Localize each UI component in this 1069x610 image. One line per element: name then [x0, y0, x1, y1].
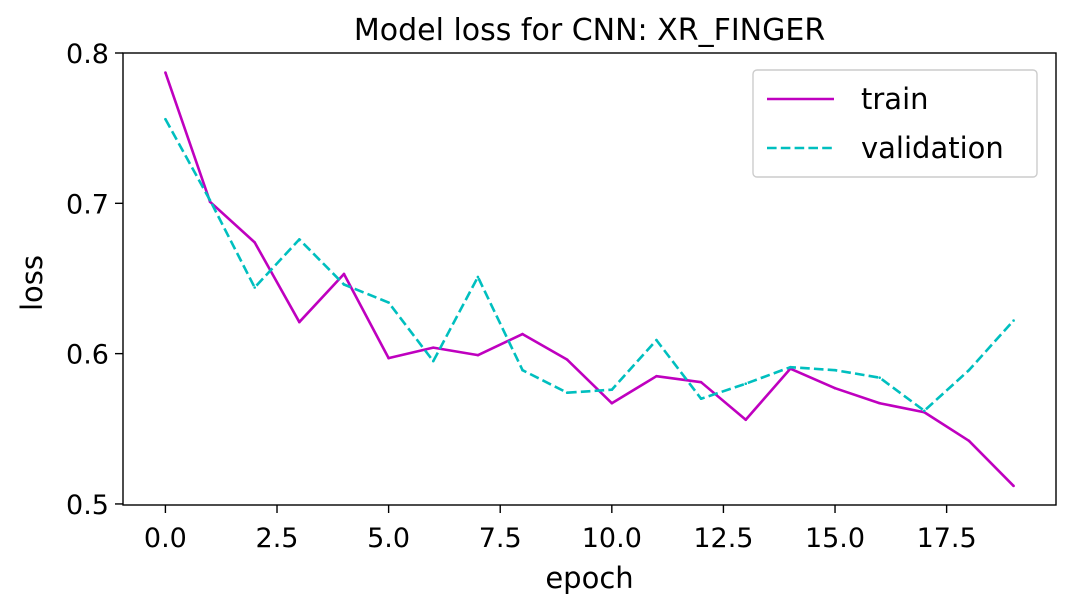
data-point-validation	[699, 397, 703, 401]
data-point-validation	[387, 301, 390, 304]
data-point-validation	[1012, 319, 1015, 322]
x-tick-label-7-5: 7.5	[479, 523, 522, 554]
x-axis: 0.0 2.5 5.0 7.5 10.0 12.5 15.0 17.5	[144, 505, 977, 554]
y-tick-label-0-6: 0.6	[66, 340, 109, 371]
y-axis: 0.5 0.6 0.7 0.8	[66, 39, 123, 521]
data-point-train	[610, 401, 614, 405]
legend: train validation	[752, 69, 1038, 178]
data-point-train	[521, 332, 524, 336]
data-point-validation	[342, 283, 346, 286]
data-point-validation	[208, 199, 212, 202]
data-point-validation	[878, 376, 881, 379]
data-point-validation	[833, 368, 837, 372]
chart-title: Model loss for CNN: XR_FINGER	[354, 13, 825, 48]
plot-area	[122, 52, 1057, 506]
y-tick-label-0-8: 0.8	[66, 39, 109, 70]
data-point-validation	[565, 391, 569, 395]
data-point-validation	[476, 275, 480, 279]
x-axis-label: epoch	[545, 561, 633, 595]
data-point-validation	[655, 338, 658, 342]
data-point-validation	[610, 388, 614, 392]
x-tick-label-12-5: 12.5	[693, 523, 753, 554]
data-point-validation	[521, 368, 524, 372]
y-axis-label: loss	[15, 255, 49, 311]
data-point-train	[342, 272, 346, 276]
y-tick-label-0-7: 0.7	[66, 189, 109, 220]
data-point-validation	[744, 382, 748, 385]
data-point-validation	[789, 365, 792, 369]
plot-frame	[122, 52, 1057, 506]
data-point-train	[744, 418, 748, 422]
data-point-train	[967, 439, 971, 443]
data-point-train	[655, 374, 658, 378]
data-point-train	[298, 320, 301, 324]
x-tick-label-10-0: 10.0	[582, 523, 642, 554]
x-tick-label-5-0: 5.0	[367, 523, 410, 554]
data-point-validation	[164, 117, 167, 121]
data-point-validation	[923, 409, 926, 413]
legend-frame	[752, 69, 1038, 178]
data-point-train	[431, 346, 435, 349]
data-point-train	[253, 241, 256, 244]
legend-train-label: train	[861, 82, 929, 116]
x-tick-label-0-0: 0.0	[144, 523, 187, 554]
x-tick-label-15-0: 15.0	[805, 523, 865, 554]
series-layer	[164, 71, 1015, 488]
data-point-train	[833, 386, 837, 390]
y-tick-label-0-5: 0.5	[66, 490, 109, 521]
data-point-validation	[431, 359, 435, 363]
legend-validation-label: validation	[861, 131, 1004, 165]
data-point-validation	[298, 238, 301, 241]
x-tick-label-17-5: 17.5	[917, 523, 977, 554]
data-point-train	[164, 71, 167, 74]
data-point-validation	[967, 368, 971, 372]
data-point-train	[387, 356, 390, 360]
x-tick-label-2-5: 2.5	[256, 523, 299, 554]
data-point-train	[699, 380, 703, 384]
series-line-train	[164, 72, 1015, 487]
data-point-validation	[253, 286, 256, 289]
data-point-train	[476, 353, 480, 357]
series-line-validation	[164, 118, 1015, 413]
data-point-train	[565, 358, 569, 361]
data-point-train	[1012, 484, 1015, 488]
data-point-train	[878, 401, 881, 405]
